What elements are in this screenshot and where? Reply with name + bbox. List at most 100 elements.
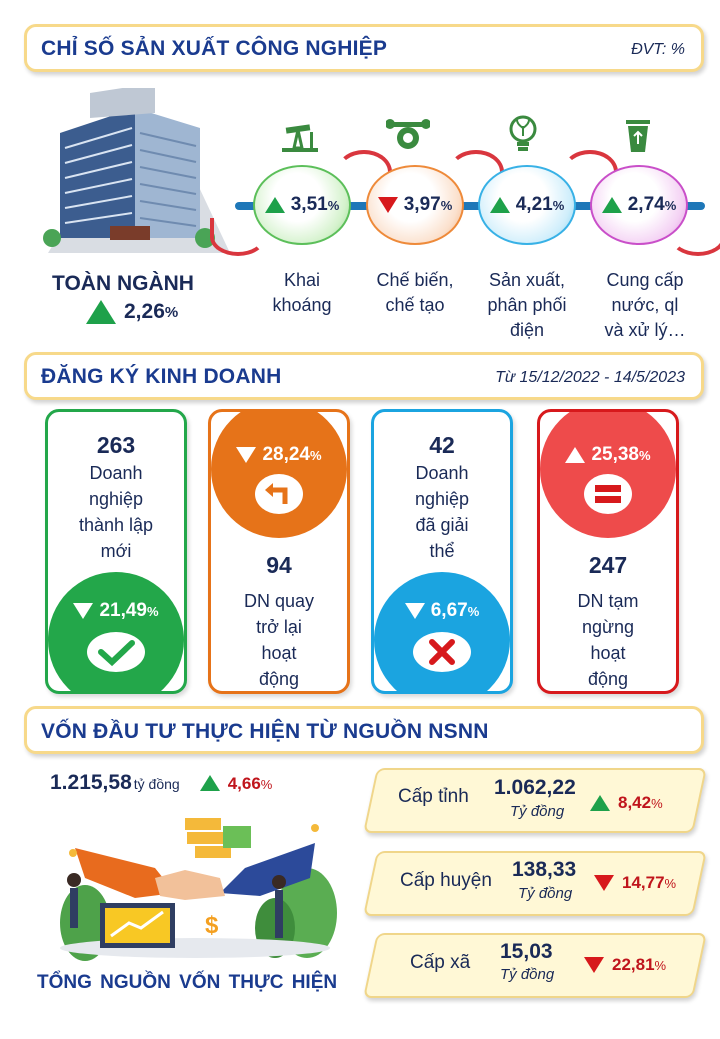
- overall-value-group: 2,26%: [86, 300, 178, 324]
- industry-title: CHỈ SỐ SẢN XUẤT CÔNG NGHIỆP: [41, 37, 388, 60]
- check-icon: [87, 632, 145, 672]
- card-suspended-enterprises: 25,38% 247 DN tạm ngừng hoạt động: [537, 409, 679, 694]
- sector-label-mining: Khai khoáng: [247, 268, 357, 318]
- trend-down-icon: [594, 875, 614, 891]
- sector-bubble-electricity: 4,21%: [478, 165, 576, 245]
- card-number: 247: [588, 552, 628, 578]
- level-value: 138,33: [512, 858, 577, 881]
- card-label: Doanh nghiệp đã giải thể: [374, 460, 510, 564]
- label-line: nghiệp: [414, 489, 470, 509]
- trend-down-icon: [236, 447, 257, 463]
- sector-value: 3,97: [403, 194, 441, 215]
- card-label: DN tạm ngừng hoạt động: [540, 588, 676, 691]
- change-value: 21,49: [99, 600, 147, 621]
- label-line: Chế biến,: [376, 270, 454, 290]
- change-row: 21,49%: [73, 600, 159, 622]
- sector-label-electricity: Sản xuất, phân phối điện: [472, 268, 582, 343]
- label-line: Sản xuất,: [488, 270, 566, 290]
- change-row: 6,67%: [404, 600, 480, 622]
- office-building-icon: [43, 88, 230, 253]
- sector-bubble-manufacturing: 3,97%: [366, 165, 464, 245]
- total-investment: 1.215,58 tỷ đồng 4,66%: [50, 771, 272, 795]
- label-line: động: [587, 669, 629, 689]
- level-change: 22,81%: [584, 955, 666, 975]
- label-line: và xử lý…: [604, 320, 686, 340]
- trend-up-icon: [601, 197, 622, 213]
- change-value: 8,42: [618, 793, 652, 812]
- connector-arc: [210, 218, 266, 256]
- wrench-gear-icon: [386, 119, 430, 149]
- recycle-bin-icon: [626, 120, 650, 152]
- trend-down-icon: [377, 197, 398, 213]
- total-unit: tỷ đồng: [133, 776, 180, 792]
- trend-down-icon: [584, 957, 604, 973]
- sector-unit: %: [440, 197, 453, 213]
- change-unit: %: [654, 957, 667, 973]
- label-line: phân phối: [487, 295, 567, 315]
- label-line: nghiệp: [88, 489, 144, 509]
- label-line: đã giải: [415, 515, 469, 535]
- label-line: trở lại: [256, 617, 302, 637]
- light-bulb-icon: [509, 115, 537, 151]
- change-value: 22,81: [612, 955, 655, 974]
- label-line: DN quay: [243, 591, 315, 611]
- industry-banner: CHỈ SỐ SẢN XUẤT CÔNG NGHIỆP ĐVT: %: [24, 24, 704, 72]
- trend-up-icon: [590, 795, 610, 811]
- overall-value: 2,26: [124, 300, 165, 323]
- label-line: hoạt: [590, 643, 626, 663]
- sector-unit: %: [327, 197, 340, 213]
- change-unit: %: [467, 603, 480, 619]
- label-line: Doanh: [89, 463, 143, 483]
- level-value: 1.062,22: [494, 776, 576, 799]
- sector-value: 3,51: [290, 194, 328, 215]
- label-line: Doanh: [415, 463, 469, 483]
- change-circle: 21,49%: [48, 572, 184, 691]
- sector-value: 2,74: [627, 194, 665, 215]
- trend-up-icon: [264, 197, 285, 213]
- level-label: Cấp tỉnh: [398, 786, 469, 807]
- investment-caption: TỔNG NGUỒN VỐN THỰC HIỆN: [37, 972, 338, 993]
- close-x-icon: [413, 632, 471, 672]
- level-unit: Tỷ đồng: [510, 803, 565, 820]
- trend-up-icon: [86, 300, 116, 324]
- overall-unit: %: [164, 303, 179, 321]
- return-arrow-icon: [255, 474, 303, 514]
- level-label: Cấp huyện: [400, 870, 492, 891]
- label-line: thành lập: [78, 515, 154, 535]
- card-new-enterprises: 263 Doanh nghiệp thành lập mới 21,49%: [45, 409, 187, 694]
- pause-equal-icon: [584, 474, 632, 514]
- handshake-investment-illustration: $: [60, 818, 337, 961]
- overall-label: TOÀN NGÀNH: [52, 272, 194, 295]
- change-unit: %: [664, 875, 677, 891]
- level-value: 15,03: [500, 940, 553, 963]
- level-change: 8,42%: [590, 793, 663, 813]
- label-line: chế tạo: [385, 295, 445, 315]
- sector-unit: %: [552, 197, 565, 213]
- sector-unit: %: [664, 197, 677, 213]
- level-unit: Tỷ đồng: [518, 885, 573, 902]
- card-number: 42: [429, 432, 455, 458]
- change-value: 6,67: [430, 600, 468, 621]
- unit-note: ĐVT: %: [631, 41, 685, 58]
- label-line: khoáng: [272, 295, 332, 315]
- label-line: nước, ql: [611, 295, 679, 315]
- label-line: hoạt: [261, 643, 297, 663]
- trend-down-icon: [73, 603, 94, 619]
- card-number: 94: [266, 552, 292, 578]
- change-value: 14,77: [622, 873, 665, 892]
- label-line: DN tạm: [577, 591, 639, 611]
- change-value: 25,38: [591, 444, 639, 465]
- level-unit: Tỷ đồng: [500, 966, 555, 983]
- registration-title: ĐĂNG KÝ KINH DOANH: [41, 365, 282, 388]
- change-row: 25,38%: [565, 444, 651, 466]
- oil-pump-icon: [282, 124, 318, 152]
- change-unit: %: [638, 447, 651, 463]
- label-line: ngừng: [581, 617, 635, 637]
- card-dissolved-enterprises: 42 Doanh nghiệp đã giải thể 6,67%: [371, 409, 513, 694]
- trend-down-icon: [404, 603, 425, 619]
- label-line: thể: [429, 541, 455, 561]
- change-unit: %: [651, 795, 663, 811]
- sector-bubble-water: 2,74%: [590, 165, 688, 245]
- total-change: 4,66: [227, 774, 261, 793]
- change-unit: %: [146, 603, 159, 619]
